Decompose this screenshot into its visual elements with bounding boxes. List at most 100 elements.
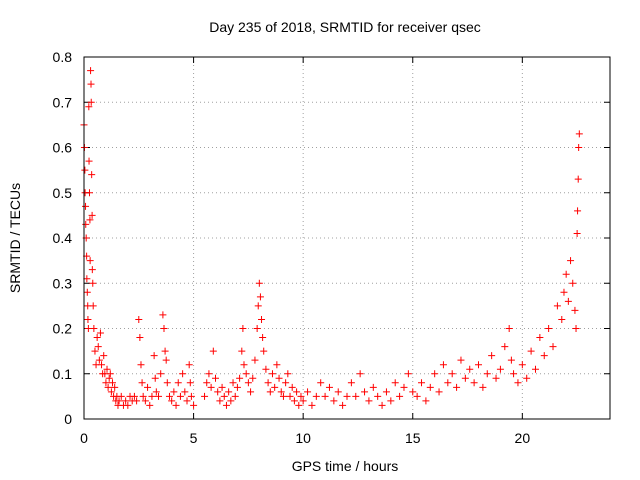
plot-frame xyxy=(83,56,611,420)
data-point xyxy=(461,374,469,382)
data-point xyxy=(400,383,408,391)
data-point xyxy=(560,288,568,296)
data-point xyxy=(453,383,461,391)
data-point xyxy=(279,392,287,400)
data-point xyxy=(258,315,266,323)
data-point xyxy=(187,392,195,400)
data-point xyxy=(86,216,94,224)
data-point xyxy=(356,370,364,378)
data-point xyxy=(251,356,259,364)
data-point xyxy=(293,388,301,396)
data-point xyxy=(569,279,577,287)
data-point xyxy=(88,211,96,219)
x-tick-label: 10 xyxy=(295,430,311,446)
data-point xyxy=(483,370,491,378)
data-point xyxy=(295,401,303,409)
data-point xyxy=(96,329,104,337)
data-point xyxy=(162,356,170,364)
data-point xyxy=(133,397,141,405)
data-point xyxy=(266,388,274,396)
data-point xyxy=(172,401,180,409)
data-point xyxy=(260,347,268,355)
data-point xyxy=(431,370,439,378)
data-point xyxy=(176,392,184,400)
y-tick-label: 0.1 xyxy=(53,366,73,382)
data-point xyxy=(275,374,283,382)
data-point xyxy=(90,325,98,332)
data-point xyxy=(558,315,566,323)
data-point xyxy=(91,347,99,355)
data-point xyxy=(181,388,189,396)
data-point xyxy=(308,401,316,409)
data-point xyxy=(233,383,241,391)
data-point xyxy=(496,365,504,373)
data-point xyxy=(352,392,360,400)
data-point xyxy=(572,325,580,332)
data-point xyxy=(82,202,90,210)
data-point xyxy=(540,352,548,360)
data-point xyxy=(268,370,276,378)
data-point xyxy=(174,379,182,387)
data-point xyxy=(136,334,144,342)
data-point xyxy=(382,388,390,396)
data-point xyxy=(87,67,95,75)
data-point xyxy=(426,383,434,391)
data-point xyxy=(84,315,92,323)
data-point xyxy=(286,392,294,400)
data-point xyxy=(222,401,230,409)
x-tick-label: 20 xyxy=(515,430,531,446)
data-point xyxy=(374,392,382,400)
data-point xyxy=(165,392,173,400)
data-point xyxy=(98,361,106,369)
data-point xyxy=(567,257,575,265)
data-point xyxy=(531,365,539,373)
data-point xyxy=(475,361,482,369)
data-point xyxy=(501,343,509,351)
y-axis-label: SRMTID / TECUs xyxy=(7,183,23,293)
data-point xyxy=(387,397,395,405)
data-point xyxy=(148,392,156,400)
data-point xyxy=(94,343,102,351)
data-point xyxy=(290,397,298,405)
data-point xyxy=(439,361,447,369)
data-point xyxy=(130,392,138,400)
data-point xyxy=(249,374,257,382)
data-point xyxy=(378,401,386,409)
data-point xyxy=(159,311,167,319)
data-point xyxy=(271,383,279,391)
tick-layer: 0 5 10 15 20 0 0.1 0.2 0.3 0.4 0.5 0.6 0.7 0.8 xyxy=(53,49,610,446)
data-point xyxy=(227,397,235,405)
data-point xyxy=(238,347,246,355)
data-point xyxy=(273,361,281,369)
data-point xyxy=(135,315,143,323)
data-point xyxy=(518,361,526,369)
data-point xyxy=(225,388,233,396)
data-point xyxy=(396,392,404,400)
data-point xyxy=(466,365,474,373)
x-tick-label: 0 xyxy=(80,430,88,446)
data-point xyxy=(100,352,108,360)
x-axis-label: GPS time / hours xyxy=(292,458,399,474)
data-point xyxy=(95,356,103,364)
data-point xyxy=(85,157,93,165)
data-point xyxy=(205,370,213,378)
data-point xyxy=(247,388,255,396)
data-point xyxy=(214,388,222,396)
data-point xyxy=(240,361,248,369)
data-point xyxy=(334,388,342,396)
data-point xyxy=(207,383,215,391)
data-point xyxy=(282,379,290,387)
x-tick-label: 5 xyxy=(190,430,198,446)
data-point xyxy=(575,130,583,138)
data-point xyxy=(527,347,535,355)
data-point xyxy=(105,374,113,382)
data-point xyxy=(212,374,219,382)
data-point xyxy=(264,379,272,387)
data-point xyxy=(448,370,456,378)
data-point xyxy=(242,370,250,378)
data-point xyxy=(107,388,115,396)
data-point xyxy=(457,356,465,364)
data-point xyxy=(510,370,518,378)
data-point xyxy=(244,379,252,387)
data-point xyxy=(479,383,487,391)
